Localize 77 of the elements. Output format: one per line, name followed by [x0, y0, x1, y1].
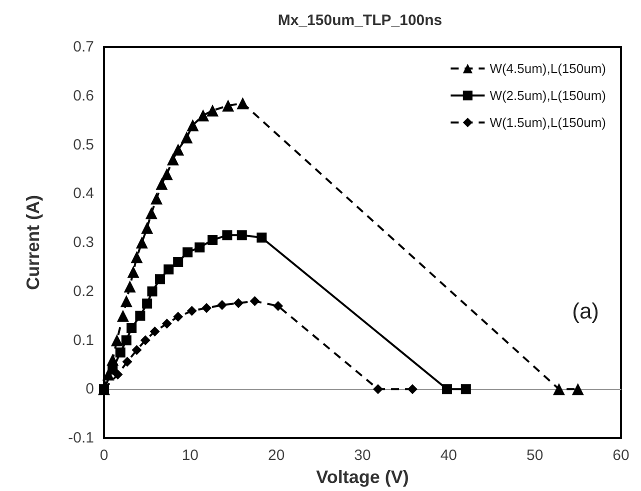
point: [206, 104, 219, 117]
point: [150, 192, 163, 205]
y-axis-title: Current (A): [23, 195, 43, 290]
point: [186, 119, 199, 132]
y-tick-label: 0.6: [73, 87, 94, 104]
point: [407, 384, 418, 394]
point: [124, 280, 136, 292]
point: [186, 306, 197, 316]
point: [122, 356, 132, 367]
point: [156, 178, 168, 190]
point: [166, 153, 179, 166]
point: [127, 266, 140, 278]
x-tick-label: 50: [526, 447, 544, 464]
point: [135, 310, 146, 321]
x-axis-title: Voltage (V): [316, 467, 409, 487]
annotation: (a): [572, 298, 600, 324]
x-tick-label: 40: [440, 447, 458, 464]
point: [180, 131, 193, 144]
point: [132, 345, 142, 356]
point: [120, 295, 132, 308]
point: [162, 318, 172, 329]
point: [572, 383, 584, 396]
point: [460, 384, 471, 394]
point: [116, 310, 129, 322]
point: [173, 257, 184, 268]
x-tick-label: 30: [354, 447, 371, 464]
point: [141, 222, 154, 234]
point: [552, 383, 565, 396]
point: [217, 300, 228, 310]
y-tick-label: 0.5: [73, 136, 94, 154]
point: [147, 286, 158, 296]
y-tick-label: 0.2: [73, 282, 94, 300]
point: [273, 301, 284, 312]
y-tick-label: -0.1: [68, 430, 94, 446]
point: [126, 323, 137, 334]
point: [164, 264, 174, 274]
point: [256, 232, 267, 243]
point: [173, 312, 184, 322]
point: [136, 236, 148, 248]
point: [373, 384, 384, 394]
point: [130, 251, 143, 264]
point: [121, 335, 132, 346]
legend-label: W(4.5um),L(150um): [490, 61, 606, 76]
point: [145, 207, 158, 220]
point: [115, 347, 126, 358]
y-tick-label: 0.3: [73, 234, 94, 251]
point: [250, 296, 260, 306]
y-tick-label: 0.4: [73, 185, 94, 202]
x-tick-label: 20: [268, 447, 285, 464]
point: [236, 97, 249, 110]
point: [172, 144, 184, 156]
point: [208, 235, 218, 246]
chart-title: Mx_150um_TLP_100ns: [278, 12, 442, 29]
y-tick-label: 0.7: [73, 38, 94, 56]
point: [442, 384, 452, 394]
point: [202, 302, 212, 313]
x-tick-label: 60: [612, 447, 630, 464]
point: [222, 100, 234, 112]
point: [182, 247, 193, 258]
point: [155, 274, 166, 284]
point: [222, 230, 232, 240]
point: [160, 168, 173, 180]
point: [142, 298, 152, 309]
legend-label: W(1.5um),L(150um): [490, 115, 606, 130]
y-tick-label: 0.1: [73, 332, 94, 349]
point: [112, 369, 123, 380]
point: [150, 326, 160, 336]
y-tick-label: 0: [86, 380, 94, 398]
point: [140, 335, 150, 346]
point: [197, 109, 210, 122]
x-tick-label: 10: [182, 447, 199, 464]
legend-label: W(2.5um),L(150um): [490, 88, 606, 103]
point: [194, 242, 205, 252]
point: [236, 230, 247, 240]
x-tick-label: 0: [100, 447, 108, 464]
point: [110, 334, 123, 346]
point: [233, 298, 244, 308]
